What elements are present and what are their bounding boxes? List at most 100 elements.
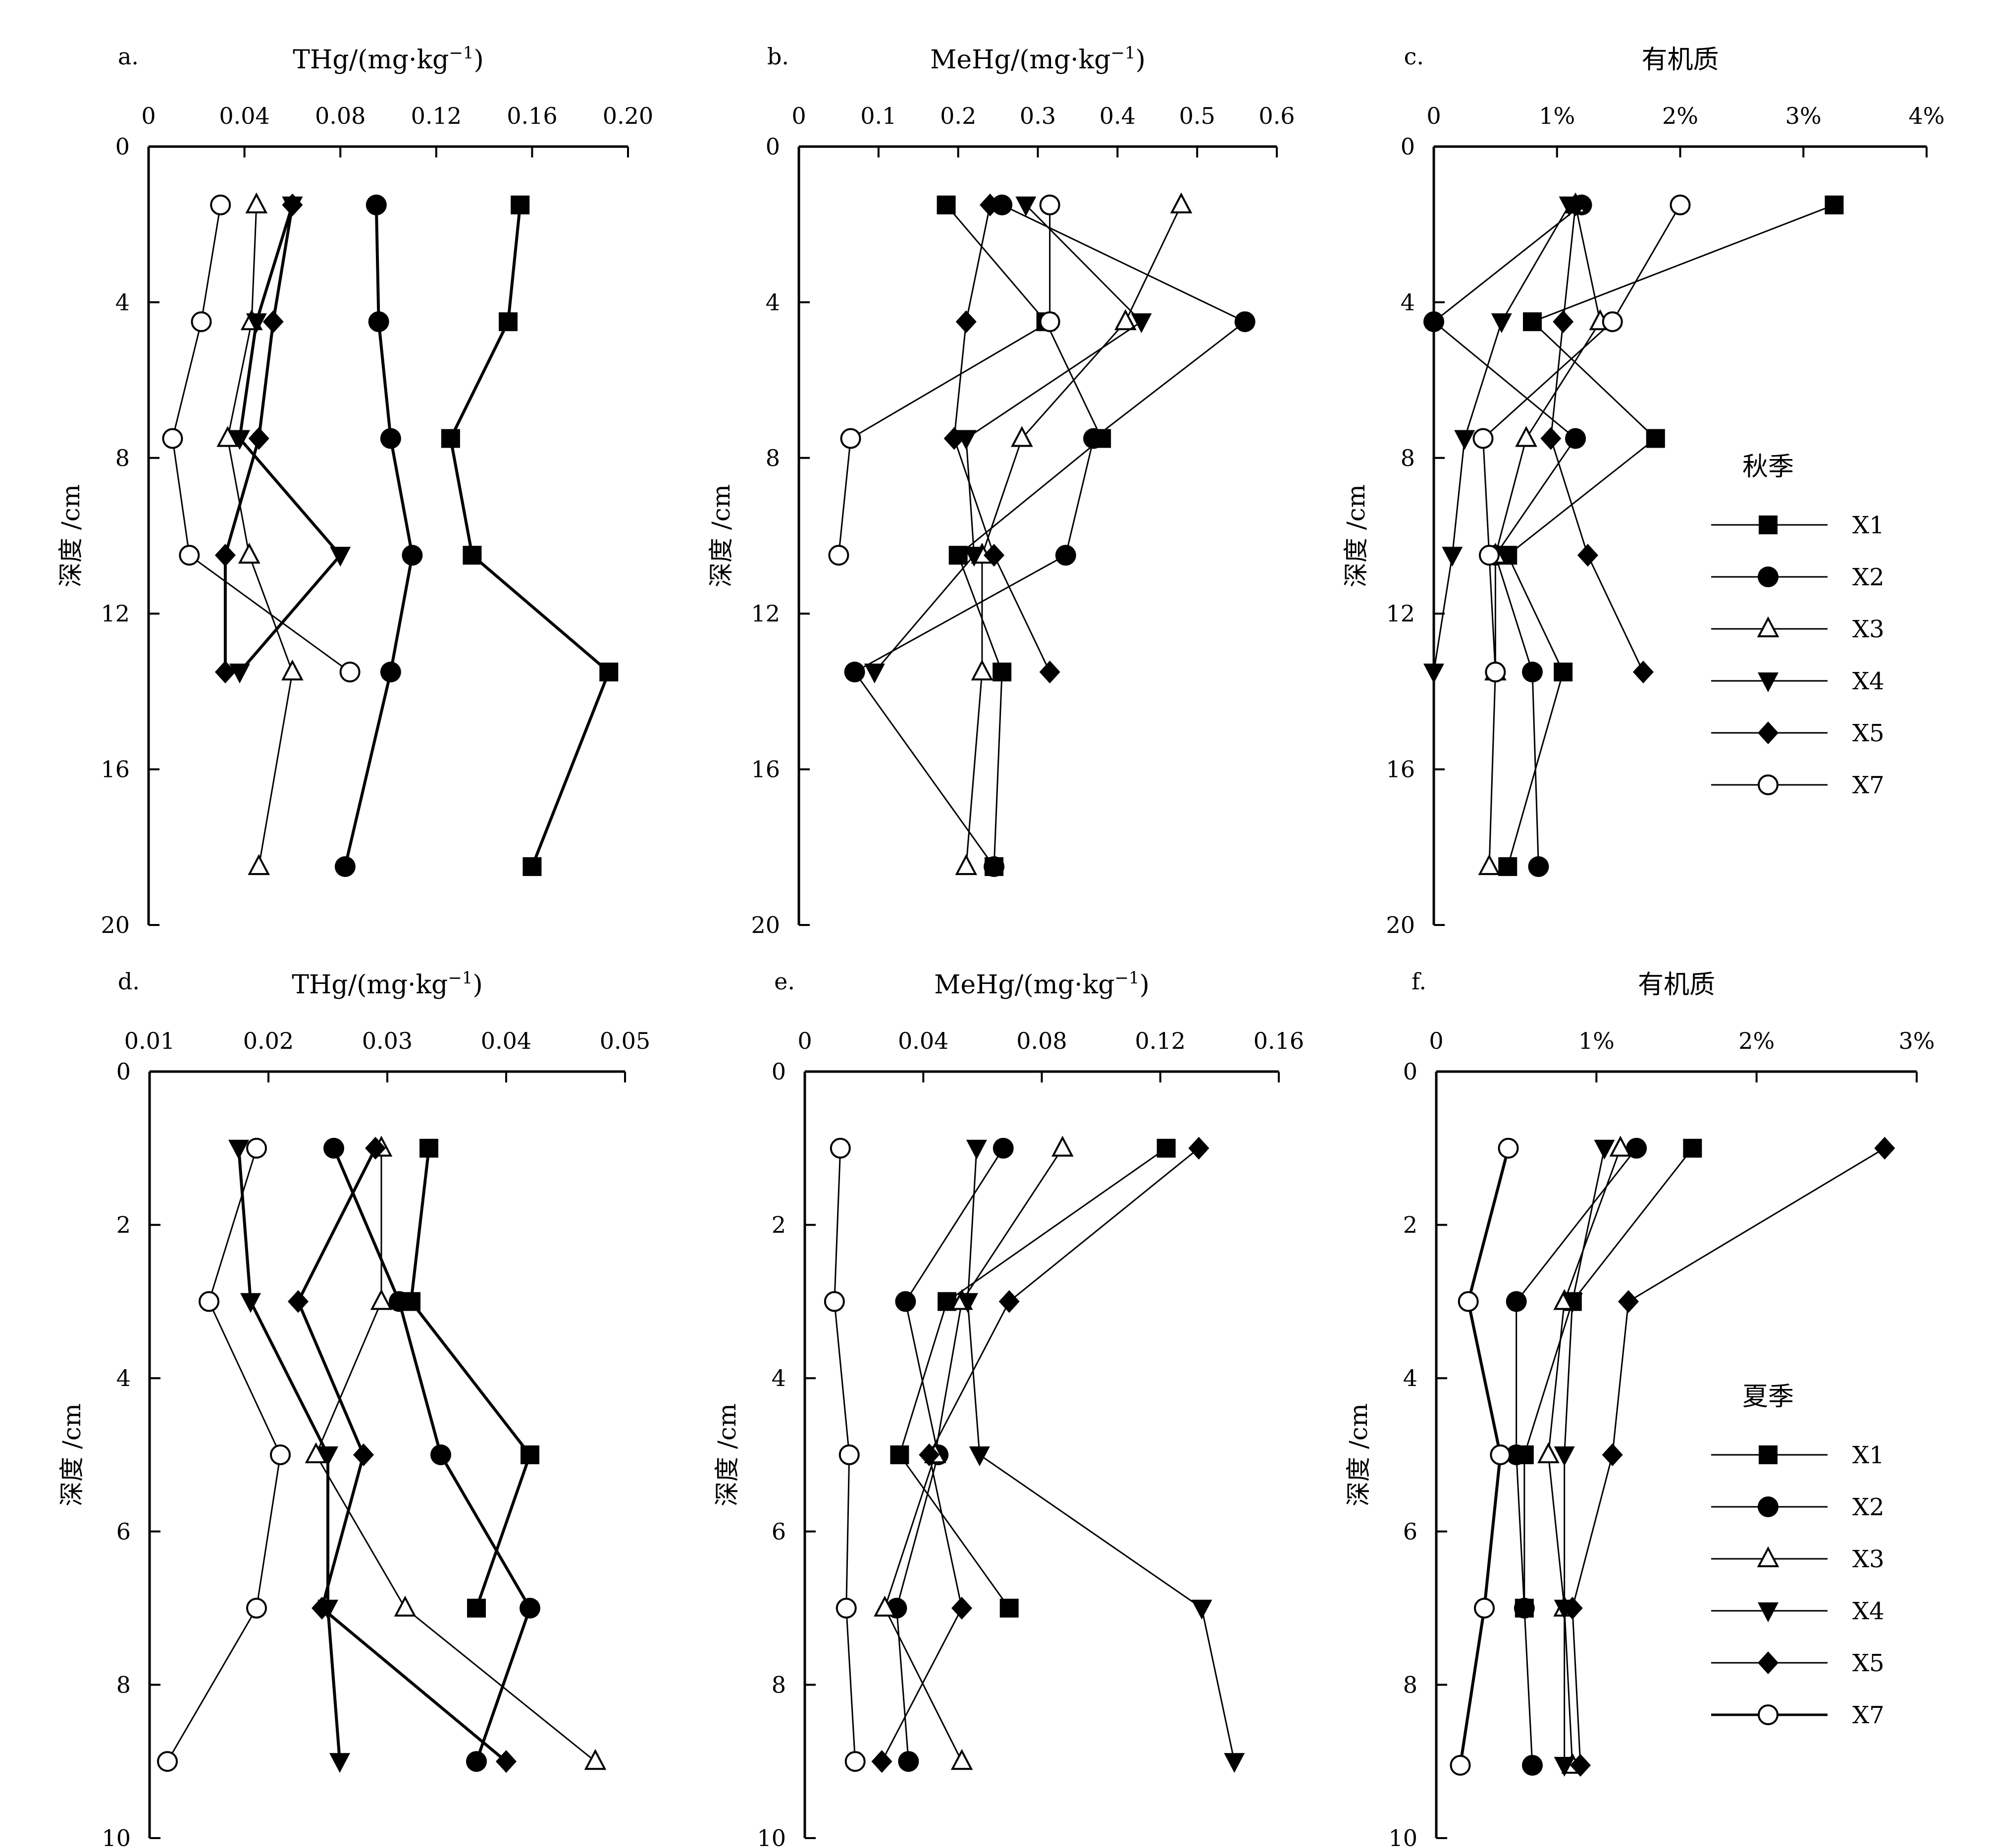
data-point-X2 — [1514, 1597, 1535, 1619]
data-point-X7 — [830, 1137, 851, 1159]
data-point-X4 — [864, 664, 885, 684]
y-tick-label: 20 — [1386, 912, 1415, 938]
data-point-X2 — [368, 311, 389, 332]
y-tick-label: 16 — [1386, 756, 1415, 783]
series-X3 — [955, 192, 1193, 875]
data-point-X3 — [1114, 309, 1137, 330]
data-point-X4 — [1554, 1756, 1575, 1777]
legend-marker-X2 — [1758, 566, 1779, 587]
data-point-X2 — [1565, 428, 1586, 449]
data-point-X1 — [937, 195, 956, 214]
series-line-X1 — [1507, 204, 1834, 867]
data-point-X4 — [229, 430, 250, 450]
data-point-X5 — [1039, 661, 1060, 684]
series-X7 — [157, 1137, 291, 1772]
data-point-X7 — [246, 1137, 267, 1159]
x-tick-label: 0.20 — [603, 103, 653, 129]
data-point-X7 — [838, 1444, 860, 1465]
y-tick-label: 8 — [116, 1671, 131, 1698]
data-point-X5 — [1562, 1596, 1583, 1620]
data-point-X2 — [520, 1597, 540, 1619]
x-tick-label: 0.04 — [481, 1027, 531, 1054]
series-X1 — [937, 195, 1111, 876]
title-close-paren: ) — [1136, 45, 1146, 75]
legend: 夏季 X1 X2 X3 X4 X5 X7 — [1711, 1382, 1884, 1729]
data-point-X2 — [1626, 1137, 1647, 1159]
x-tick-label: 0.02 — [243, 1027, 294, 1054]
data-point-X5 — [262, 310, 284, 333]
x-tick-label: 0.3 — [1020, 103, 1056, 129]
x-tick-label: 0.16 — [507, 103, 557, 129]
series-X1 — [1515, 1138, 1702, 1618]
legend-marker-X4 — [1758, 1602, 1779, 1622]
legend-marker-X4 — [1758, 672, 1779, 692]
data-point-X2 — [366, 194, 387, 215]
data-point-X4 — [317, 1446, 338, 1466]
data-point-X2 — [844, 662, 865, 683]
x-tick-label: 3% — [1785, 103, 1822, 129]
series-line-X2 — [1433, 204, 1582, 867]
data-point-X4 — [1562, 1293, 1583, 1313]
data-point-X7 — [270, 1444, 291, 1465]
data-point-X5 — [214, 661, 236, 684]
data-point-X2 — [1522, 662, 1543, 683]
title-close-paren: ) — [473, 45, 483, 75]
data-point-X2 — [1083, 428, 1104, 449]
y-axis-title: 深度 /cm — [1344, 1403, 1373, 1506]
legend-marker-X1 — [1759, 515, 1778, 534]
data-point-X5 — [1632, 661, 1654, 684]
data-point-X5 — [353, 1443, 374, 1466]
legend-marker-X7 — [1758, 1704, 1779, 1725]
y-tick-label: 4 — [772, 1365, 786, 1391]
legend-label-X2: X2 — [1852, 1493, 1884, 1521]
series-X3 — [305, 1135, 607, 1770]
data-point-X5 — [998, 1290, 1020, 1313]
panel-label: a. — [118, 43, 139, 70]
data-point-X1 — [890, 1445, 909, 1464]
y-tick-label: 10 — [1388, 1825, 1417, 1848]
series-line-X1 — [1523, 1147, 1693, 1608]
data-point-X7 — [191, 311, 212, 332]
title-close-paren: ) — [472, 970, 482, 1000]
data-point-X5 — [919, 1443, 940, 1466]
data-point-X4 — [1224, 1753, 1245, 1773]
data-point-X7 — [1485, 662, 1506, 683]
y-tick-label: 0 — [1401, 133, 1415, 160]
legend-marker-X2 — [1758, 1496, 1779, 1517]
y-tick-label: 0 — [115, 133, 130, 160]
series-line-X2 — [343, 205, 414, 867]
legend-label-X1: X1 — [1852, 512, 1884, 539]
data-point-X4 — [1015, 196, 1037, 216]
data-point-X4 — [1594, 1139, 1615, 1160]
data-point-X7 — [199, 1291, 219, 1312]
data-point-X5 — [943, 427, 965, 450]
legend-marker-X5 — [1758, 721, 1779, 744]
series-line-X2 — [895, 1147, 1004, 1762]
series-X1 — [441, 195, 619, 876]
data-point-X3 — [1609, 1135, 1632, 1157]
data-point-X2 — [1522, 1754, 1543, 1776]
y-tick-label: 0 — [116, 1058, 131, 1085]
data-point-X1 — [463, 546, 482, 565]
y-tick-label: 0 — [766, 133, 780, 160]
data-point-X1 — [999, 1598, 1019, 1618]
y-tick-label: 0 — [1403, 1058, 1417, 1085]
data-point-X4 — [1454, 430, 1475, 450]
data-point-X7 — [246, 1597, 267, 1619]
y-tick-label: 12 — [1386, 600, 1415, 627]
y-tick-label: 4 — [115, 289, 130, 315]
series-line-X3 — [1488, 205, 1601, 867]
data-point-X2 — [323, 1137, 344, 1159]
data-point-X5 — [1570, 1753, 1591, 1777]
data-point-X4 — [957, 1293, 978, 1313]
data-point-X3 — [1011, 426, 1033, 447]
data-point-X4 — [330, 547, 351, 567]
y-tick-label: 8 — [1403, 1671, 1417, 1698]
data-point-X1 — [1156, 1138, 1176, 1158]
data-point-X2 — [402, 545, 423, 566]
data-point-X7 — [162, 428, 183, 449]
data-point-X5 — [248, 427, 269, 450]
panel-title: 有机质 — [1641, 45, 1719, 75]
series-X7 — [828, 194, 1060, 566]
